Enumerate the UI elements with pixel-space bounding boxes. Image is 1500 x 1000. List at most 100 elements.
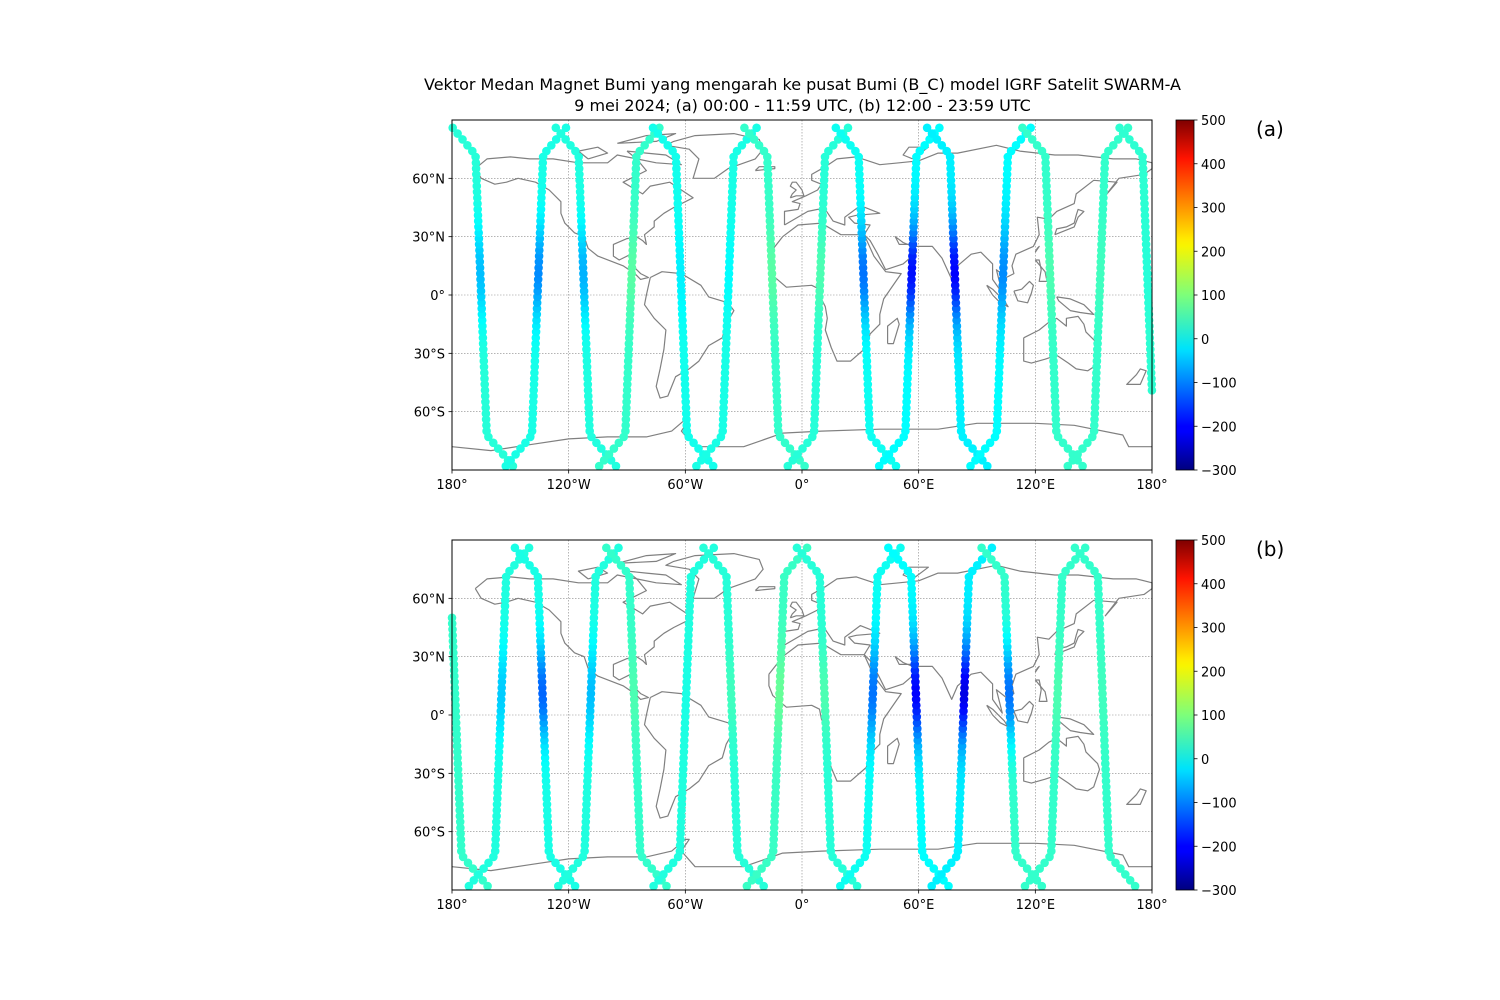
colorbar-tick-label: −300 xyxy=(1201,884,1237,899)
data-point xyxy=(1080,555,1089,564)
data-point xyxy=(982,549,991,558)
data-point xyxy=(479,864,488,873)
data-point xyxy=(616,561,626,570)
data-point xyxy=(874,461,884,471)
data-point xyxy=(1011,141,1021,150)
data-point xyxy=(836,881,845,891)
data-point xyxy=(976,450,985,459)
panel-a: 180° 120°W 60°W 0° 60°E 120°E 180° 60°N 30°N 0° 30… xyxy=(412,114,1284,493)
data-point xyxy=(484,858,493,868)
data-point xyxy=(711,438,721,448)
data-point xyxy=(947,858,956,868)
data-point xyxy=(1116,864,1125,873)
x-tick-label: 120°W xyxy=(547,898,591,913)
y-tick-label: 60°S xyxy=(414,826,445,841)
data-point xyxy=(872,438,881,448)
data-point xyxy=(1083,438,1092,448)
data-point xyxy=(803,438,812,448)
data-point xyxy=(505,566,514,576)
data-point xyxy=(752,870,761,879)
data-point xyxy=(662,881,671,891)
data-point xyxy=(944,881,953,891)
data-point xyxy=(1080,543,1090,553)
y-tick-label: 30°S xyxy=(414,767,445,782)
data-point xyxy=(1017,858,1027,868)
coastline-b xyxy=(1056,716,1095,735)
data-point xyxy=(556,129,565,138)
colorbar-tick-label: 300 xyxy=(1201,622,1226,637)
data-point xyxy=(1068,456,1077,465)
data-point xyxy=(971,456,980,465)
data-point xyxy=(829,141,838,150)
y-tick-label: 0° xyxy=(430,709,445,724)
coastline-a xyxy=(1034,259,1048,282)
data-point xyxy=(483,881,492,891)
data-point xyxy=(1085,561,1094,570)
data-point xyxy=(745,129,754,138)
coastline-b xyxy=(1034,679,1048,702)
data-point xyxy=(888,549,898,558)
coastline-b xyxy=(768,642,902,782)
data-point xyxy=(699,543,708,553)
data-point xyxy=(935,123,944,133)
data-point xyxy=(891,461,901,471)
data-point xyxy=(838,864,847,873)
data-points-b xyxy=(447,543,1140,891)
data-point xyxy=(524,543,534,553)
chart-title-line-2: 9 mei 2024; (a) 00:00 - 11:59 UTC, (b) 1… xyxy=(574,96,1031,115)
x-tick-label: 180° xyxy=(1136,898,1167,913)
data-point xyxy=(889,444,899,453)
data-point xyxy=(511,450,520,459)
data-point xyxy=(924,858,934,868)
data-point xyxy=(881,561,891,570)
data-point xyxy=(704,549,713,558)
coastline-a xyxy=(887,317,900,345)
data-point xyxy=(640,141,649,150)
data-point xyxy=(474,870,484,879)
data-point xyxy=(922,123,932,133)
coastline-a xyxy=(783,144,1153,294)
data-point xyxy=(515,549,525,558)
data-point xyxy=(594,566,604,576)
data-point xyxy=(1063,444,1073,453)
y-tick-label: 30°N xyxy=(412,651,445,666)
data-point xyxy=(453,129,462,138)
data-point xyxy=(1111,858,1120,868)
data-point xyxy=(1134,146,1144,156)
data-point xyxy=(831,123,841,133)
data-point xyxy=(647,864,657,873)
data-point xyxy=(1035,864,1044,873)
data-point xyxy=(1027,135,1037,144)
data-point xyxy=(980,444,990,453)
data-point xyxy=(658,135,668,144)
x-tick-label: 180° xyxy=(436,898,467,913)
data-point xyxy=(855,858,865,868)
colorbar-tick-label: −100 xyxy=(1201,377,1237,392)
colorbar-tick-label: −300 xyxy=(1201,464,1237,479)
data-point xyxy=(1016,135,1026,144)
data-point xyxy=(851,146,860,156)
data-point xyxy=(599,561,609,570)
data-point xyxy=(1032,141,1042,150)
data-point xyxy=(463,141,472,150)
data-point xyxy=(469,876,479,885)
x-tick-label: 0° xyxy=(795,898,810,913)
data-point xyxy=(599,456,609,465)
data-point xyxy=(732,146,742,156)
colorbar-tick-label: 500 xyxy=(1201,114,1226,129)
data-point xyxy=(694,444,703,453)
data-point xyxy=(793,450,802,459)
data-point xyxy=(1022,864,1032,873)
data-point xyxy=(896,543,905,553)
data-point xyxy=(648,123,658,133)
data-point xyxy=(501,461,511,471)
data-point xyxy=(547,141,556,150)
data-point xyxy=(1058,438,1068,448)
data-point xyxy=(793,555,802,564)
coastline-b xyxy=(986,704,1009,728)
data-point xyxy=(1121,870,1130,879)
colorbar-tick-label: 0 xyxy=(1201,753,1209,768)
data-point xyxy=(525,561,534,570)
data-point xyxy=(1075,549,1085,558)
data-point xyxy=(614,438,624,448)
